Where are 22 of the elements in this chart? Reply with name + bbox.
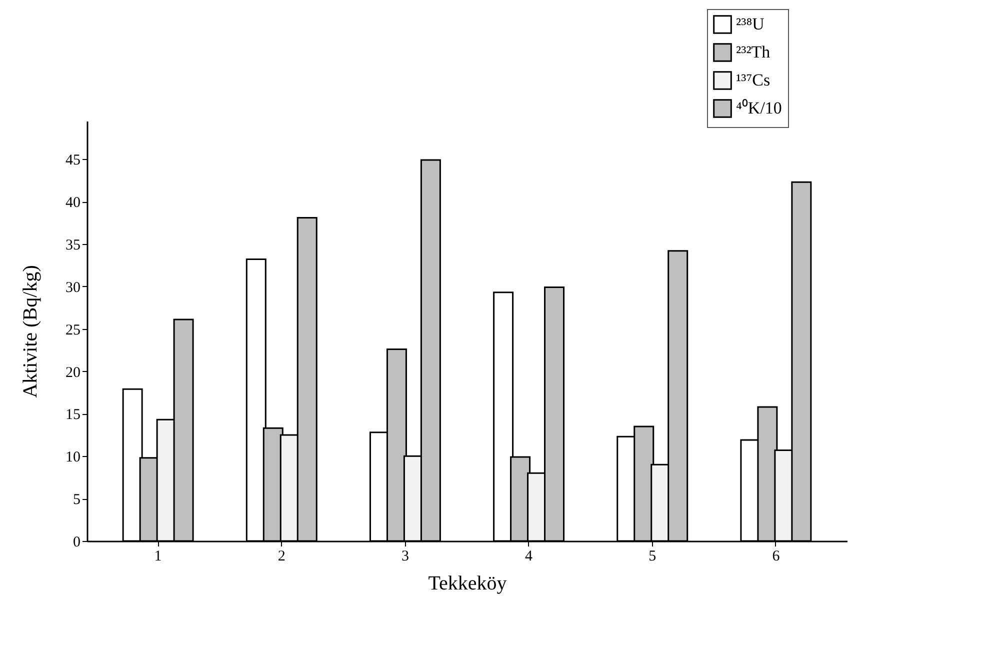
x-tick-label: 4: [525, 548, 534, 564]
legend-label: ¹³⁷Cs: [736, 70, 770, 90]
legend-label: ²³²Th: [736, 42, 771, 62]
legend-label: ²³⁸U: [736, 14, 764, 34]
y-tick-label: 15: [66, 407, 80, 424]
y-axis-title: Aktivite (Bq/kg): [20, 265, 42, 398]
y-tick-label: 30: [66, 280, 80, 296]
x-tick-label: 1: [154, 548, 162, 564]
legend-label: ⁴⁰K/10: [736, 98, 782, 118]
y-tick-label: 40: [66, 195, 80, 212]
y-tick-label: 5: [73, 492, 80, 508]
x-tick-label: 3: [401, 548, 409, 564]
y-tick-label: 35: [66, 238, 80, 254]
x-tick-label: 2: [278, 548, 286, 564]
y-tick-label: 20: [66, 364, 80, 381]
y-tick-label: 10: [66, 450, 80, 466]
x-axis-title: Tekkeköy: [428, 572, 507, 594]
y-tick-label: 45: [66, 152, 80, 169]
y-tick-label: 25: [66, 322, 80, 338]
x-tick-label: 6: [772, 548, 780, 564]
y-tick-label: 0: [73, 534, 80, 550]
x-tick-label: 5: [648, 548, 656, 564]
